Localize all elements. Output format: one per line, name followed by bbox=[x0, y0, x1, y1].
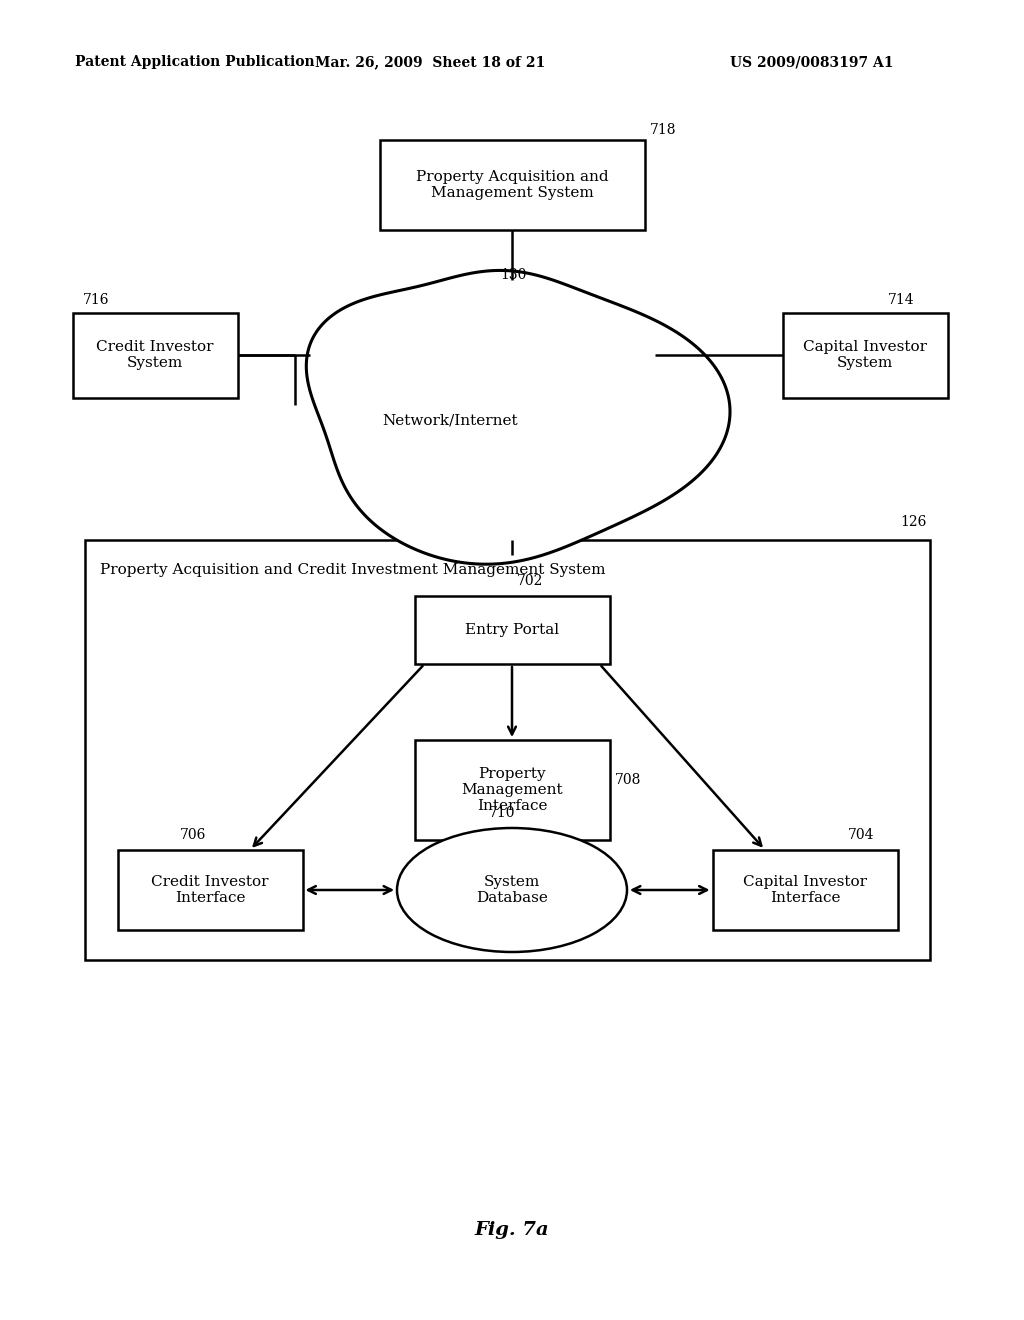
Text: 706: 706 bbox=[180, 828, 207, 842]
Bar bbox=[73, 313, 238, 397]
Text: System
Database: System Database bbox=[476, 875, 548, 906]
Text: Property Acquisition and Credit Investment Management System: Property Acquisition and Credit Investme… bbox=[100, 564, 605, 577]
Text: Patent Application Publication: Patent Application Publication bbox=[75, 55, 314, 69]
Text: 710: 710 bbox=[488, 807, 515, 820]
Ellipse shape bbox=[397, 828, 627, 952]
Text: 126: 126 bbox=[900, 515, 927, 529]
Text: Credit Investor
System: Credit Investor System bbox=[96, 339, 214, 370]
Text: 130: 130 bbox=[500, 268, 526, 282]
Bar bbox=[415, 597, 609, 664]
Bar bbox=[713, 850, 897, 931]
Text: Property Acquisition and
Management System: Property Acquisition and Management Syst… bbox=[416, 170, 608, 201]
Text: US 2009/0083197 A1: US 2009/0083197 A1 bbox=[730, 55, 894, 69]
Text: Capital Investor
System: Capital Investor System bbox=[803, 339, 927, 370]
Bar bbox=[118, 850, 302, 931]
Text: Capital Investor
Interface: Capital Investor Interface bbox=[743, 875, 867, 906]
Bar bbox=[380, 140, 644, 230]
Text: 708: 708 bbox=[614, 774, 641, 787]
Text: 716: 716 bbox=[83, 293, 109, 308]
Text: Credit Investor
Interface: Credit Investor Interface bbox=[152, 875, 268, 906]
Polygon shape bbox=[306, 271, 730, 564]
Bar bbox=[415, 741, 609, 840]
Text: 704: 704 bbox=[848, 828, 874, 842]
Text: Entry Portal: Entry Portal bbox=[465, 623, 559, 638]
Text: Mar. 26, 2009  Sheet 18 of 21: Mar. 26, 2009 Sheet 18 of 21 bbox=[314, 55, 545, 69]
Text: 714: 714 bbox=[888, 293, 914, 308]
Text: Network/Internet: Network/Internet bbox=[382, 413, 518, 426]
Text: Fig. 7a: Fig. 7a bbox=[475, 1221, 549, 1239]
Text: Property
Management
Interface: Property Management Interface bbox=[461, 767, 563, 813]
Text: 702: 702 bbox=[517, 574, 544, 587]
Text: 718: 718 bbox=[649, 123, 676, 137]
Bar bbox=[782, 313, 947, 397]
Bar bbox=[85, 540, 930, 960]
